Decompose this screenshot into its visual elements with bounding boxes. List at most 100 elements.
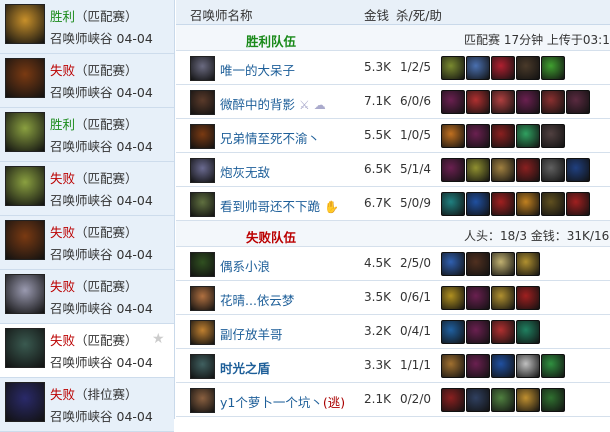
item-icon: [441, 158, 465, 182]
summoner-name[interactable]: 兄弟情至死不渝丶: [220, 128, 320, 147]
match-mode: （匹配赛）: [75, 63, 138, 78]
player-row: 兄弟情至死不渝丶 5.5K 1/0/5: [176, 119, 610, 153]
summoner-name[interactable]: 看到帅哥还不下跪 ✋: [220, 196, 339, 215]
item-icon: [516, 158, 540, 182]
summoner-name[interactable]: 副仔放羊哥: [220, 324, 283, 343]
player-gold: 3.3K: [364, 358, 391, 372]
item-icon: [541, 354, 565, 378]
item-icon: [491, 192, 515, 216]
item-icon: [441, 192, 465, 216]
player-gold: 4.5K: [364, 256, 391, 270]
item-icon: [441, 320, 465, 344]
match-item[interactable]: 失败（匹配赛） 召唤师峡谷 04-04: [0, 270, 174, 324]
match-mode: （匹配赛）: [75, 333, 138, 348]
summoner-name-text: 炮灰无敌: [220, 165, 271, 180]
match-result: 胜利: [50, 117, 76, 132]
item-list: [441, 286, 540, 310]
team-info: 人头：18/3 金钱：31K/16K: [464, 229, 610, 243]
player-gold: 6.7K: [364, 196, 391, 210]
item-icon: [441, 388, 465, 412]
match-map: 召唤师峡谷: [50, 31, 113, 46]
item-list: [441, 252, 540, 276]
match-map: 召唤师峡谷: [50, 409, 113, 424]
match-date: 04-04: [116, 85, 153, 100]
match-item[interactable]: 胜利（匹配赛） 召唤师峡谷 04-04: [0, 0, 174, 54]
match-item[interactable]: 失败（匹配赛） 召唤师峡谷 04-04: [0, 216, 174, 270]
player-gold: 5.3K: [364, 60, 391, 74]
champion-avatar: [5, 4, 45, 44]
player-gold: 2.1K: [364, 392, 391, 406]
match-result: 失败: [50, 279, 76, 294]
item-icon: [541, 158, 565, 182]
hand-icon: ✋: [324, 200, 339, 214]
summoner-name[interactable]: 时光之盾: [220, 358, 270, 377]
item-list: [441, 354, 565, 378]
player-kda: 5/0/9: [400, 196, 431, 210]
star-icon[interactable]: ★: [152, 331, 165, 347]
champion-avatar: [190, 158, 215, 183]
match-item[interactable]: 失败（匹配赛） 召唤师峡谷 04-04 ★: [0, 324, 174, 378]
champion-avatar: [190, 124, 215, 149]
item-icon: [491, 286, 515, 310]
match-map: 召唤师峡谷: [50, 301, 113, 316]
summoner-name-text: 时光之盾: [220, 361, 271, 376]
item-icon: [516, 56, 540, 80]
col-kda: 杀/死/助: [396, 8, 442, 23]
player-kda: 6/0/6: [400, 94, 431, 108]
item-icon: [516, 252, 540, 276]
player-kda: 0/4/1: [400, 324, 431, 338]
match-date: 04-04: [116, 247, 153, 262]
match-mode: （匹配赛）: [75, 171, 138, 186]
item-icon: [566, 192, 590, 216]
player-gold: 7.1K: [364, 94, 391, 108]
match-map: 召唤师峡谷: [50, 355, 113, 370]
item-icon: [491, 354, 515, 378]
player-row: 时光之盾 3.3K 1/1/1: [176, 349, 610, 383]
match-mode: （匹配赛）: [75, 9, 138, 24]
match-history-list: 胜利（匹配赛） 召唤师峡谷 04-04 失败（匹配赛） 召唤师峡谷 04-04 …: [0, 0, 175, 432]
player-kda: 0/6/1: [400, 290, 431, 304]
team-header: 胜利队伍 匹配赛 17分钟 上传于03:1: [176, 25, 610, 51]
champion-avatar: [190, 90, 215, 115]
item-list: [441, 124, 565, 148]
item-icon: [466, 320, 490, 344]
champion-avatar: [5, 112, 45, 152]
item-icon: [541, 192, 565, 216]
player-kda: 1/2/5: [400, 60, 431, 74]
champion-avatar: [5, 166, 45, 206]
item-icon: [491, 252, 515, 276]
table-header: 召唤师名称 金钱 杀/死/助: [176, 0, 610, 25]
item-icon: [516, 90, 540, 114]
item-list: [441, 192, 590, 216]
item-icon: [516, 320, 540, 344]
item-icon: [491, 320, 515, 344]
player-row: 微醉中的背影 ⚔ ☁ 7.1K 6/0/6: [176, 85, 610, 119]
summoner-name[interactable]: 微醉中的背影 ⚔ ☁: [220, 94, 326, 113]
champion-avatar: [190, 252, 215, 277]
summoner-name[interactable]: 炮灰无敌: [220, 162, 270, 181]
match-result: 失败: [50, 225, 76, 240]
summoner-name[interactable]: 花晴...依云梦: [220, 290, 294, 309]
item-icon: [516, 354, 540, 378]
summoner-name[interactable]: 唯一的大呆子: [220, 60, 295, 79]
match-item[interactable]: 失败（匹配赛） 召唤师峡谷 04-04: [0, 54, 174, 108]
match-item[interactable]: 失败（匹配赛） 召唤师峡谷 04-04: [0, 162, 174, 216]
player-gold: 5.5K: [364, 128, 391, 142]
item-list: [441, 90, 590, 114]
item-icon: [466, 158, 490, 182]
player-gold: 3.2K: [364, 324, 391, 338]
match-date: 04-04: [116, 139, 153, 154]
champion-avatar: [190, 192, 215, 217]
player-row: 炮灰无敌 6.5K 5/1/4: [176, 153, 610, 187]
item-icon: [466, 388, 490, 412]
summoner-name[interactable]: y1个萝卜一个坑丶(逃): [220, 392, 345, 411]
match-item[interactable]: 胜利（匹配赛） 召唤师峡谷 04-04: [0, 108, 174, 162]
summoner-name[interactable]: 偶系小浪: [220, 256, 270, 275]
col-name: 召唤师名称: [190, 8, 253, 23]
champion-avatar: [5, 382, 45, 422]
item-icon: [491, 158, 515, 182]
match-item[interactable]: 失败（排位赛） 召唤师峡谷 04-04: [0, 378, 174, 432]
match-mode: （匹配赛）: [75, 279, 138, 294]
player-row: 偶系小浪 4.5K 2/5/0: [176, 247, 610, 281]
item-icon: [466, 286, 490, 310]
